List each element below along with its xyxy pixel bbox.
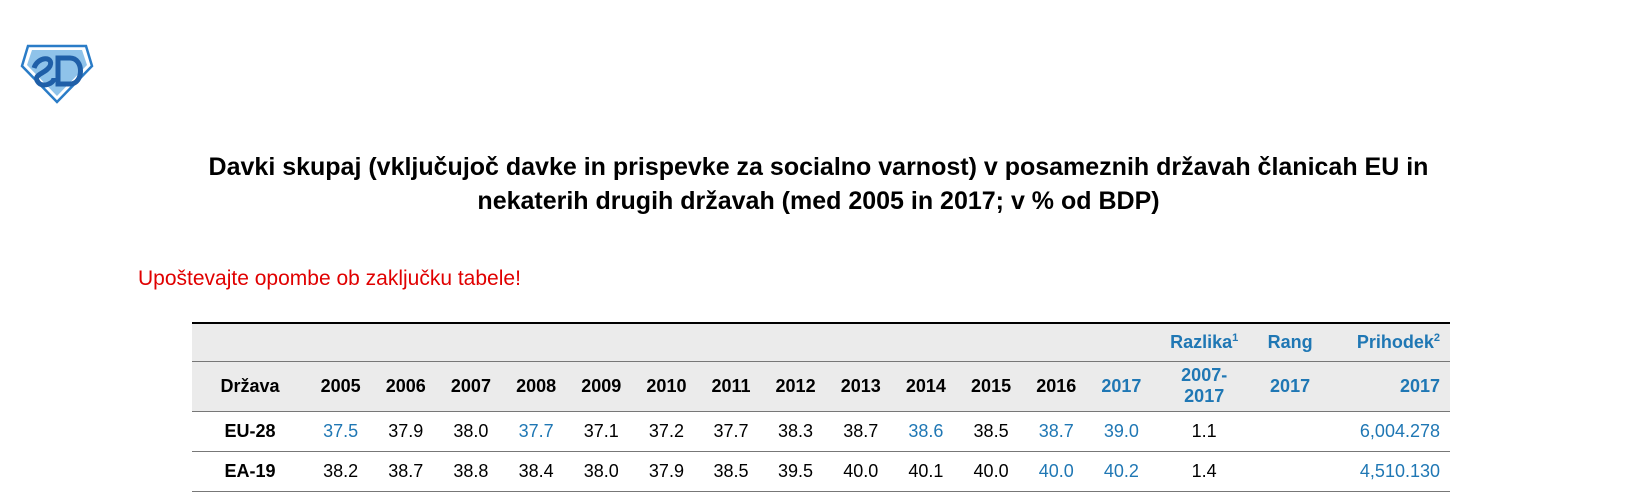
header-year: 2012 [775,375,816,396]
prihodek-cell: 6,004.278 [1359,420,1440,441]
country-cell: EA-19 [224,460,276,481]
value-cell: 38.2 [323,460,359,481]
value-cell: 38.5 [713,460,749,481]
value-cell: 37.5 [323,420,359,441]
header-year: 2015 [971,375,1012,396]
value-cell: 40.0 [973,460,1009,481]
table-header-row-2: Država 2005 2006 2007 2008 2009 2010 201… [192,361,1450,411]
header-rang: Rang [1267,331,1313,352]
value-cell: 37.7 [518,420,554,441]
value-cell: 38.7 [1038,420,1074,441]
value-cell: 38.6 [908,420,944,441]
value-cell: 38.4 [518,460,554,481]
header-year: 2006 [385,375,426,396]
header-year: 2005 [320,375,361,396]
rang-cell [1254,451,1325,491]
value-cell: 38.0 [453,420,489,441]
header-year: 2007 [450,375,491,396]
header-drzava: Država [220,375,280,396]
header-year: 2017 [1101,375,1142,396]
value-cell: 40.1 [908,460,944,481]
title-line-1: Davki skupaj (vključujoč davke in prispe… [208,153,1429,181]
table-header-row-1: Razlika1 Rang Prihodek2 [192,323,1450,361]
value-cell: 37.9 [648,460,684,481]
value-cell: 38.7 [843,420,879,441]
header-year: 2014 [905,375,946,396]
value-cell: 40.2 [1103,460,1139,481]
value-cell: 39.5 [778,460,814,481]
table-notes-warning: Upoštevajte opombe ob zaključku tabele! [138,267,521,290]
value-cell: 39.0 [1103,420,1139,441]
header-year: 2016 [1036,375,1077,396]
value-cell: 37.2 [648,420,684,441]
header-year: 2010 [646,375,687,396]
value-cell: 38.8 [453,460,489,481]
header-rang-year: 2017 [1270,375,1311,396]
razlika-cell: 1.1 [1191,420,1217,441]
value-cell: 37.9 [388,420,424,441]
table-row: EU-28 37.5 37.9 38.0 37.7 37.1 37.2 37.7 38.3 38.… [192,411,1450,451]
sd-logo-icon [20,44,94,104]
header-razlika: Razlika1 [1170,331,1239,352]
header-prihodek: Prihodek2 [1356,331,1440,352]
header-prihodek-year: 2017 [1399,375,1440,396]
value-cell: 38.5 [973,420,1009,441]
document-title: Davki skupaj (vključujoč davke in prispe… [0,150,1637,218]
value-cell: 40.0 [1038,460,1074,481]
title-line-2: nekaterih drugih državah (med 2005 in 20… [477,187,1160,215]
table-row: EA-19 38.2 38.7 38.8 38.4 38.0 37.9 38.5 39.5 40.… [192,451,1450,491]
razlika-cell: 1.4 [1191,460,1217,481]
header-year: 2009 [581,375,622,396]
value-cell: 38.3 [778,420,814,441]
header-year: 2013 [840,375,881,396]
tax-table: Razlika1 Rang Prihodek2 Država 2005 2006… [192,322,1450,492]
table-body: EU-28 37.5 37.9 38.0 37.7 37.1 37.2 37.7 38.3 38.… [192,411,1450,491]
value-cell: 40.0 [843,460,879,481]
country-cell: EU-28 [224,420,276,441]
rang-cell [1254,411,1325,451]
value-cell: 38.7 [388,460,424,481]
header-year: 2008 [516,375,557,396]
value-cell: 38.0 [583,460,619,481]
prihodek-cell: 4,510.130 [1359,460,1440,481]
value-cell: 37.7 [713,420,749,441]
header-year: 2011 [711,375,751,396]
header-razlika-period: 2007- 2017 [1181,365,1228,406]
value-cell: 37.1 [583,420,619,441]
